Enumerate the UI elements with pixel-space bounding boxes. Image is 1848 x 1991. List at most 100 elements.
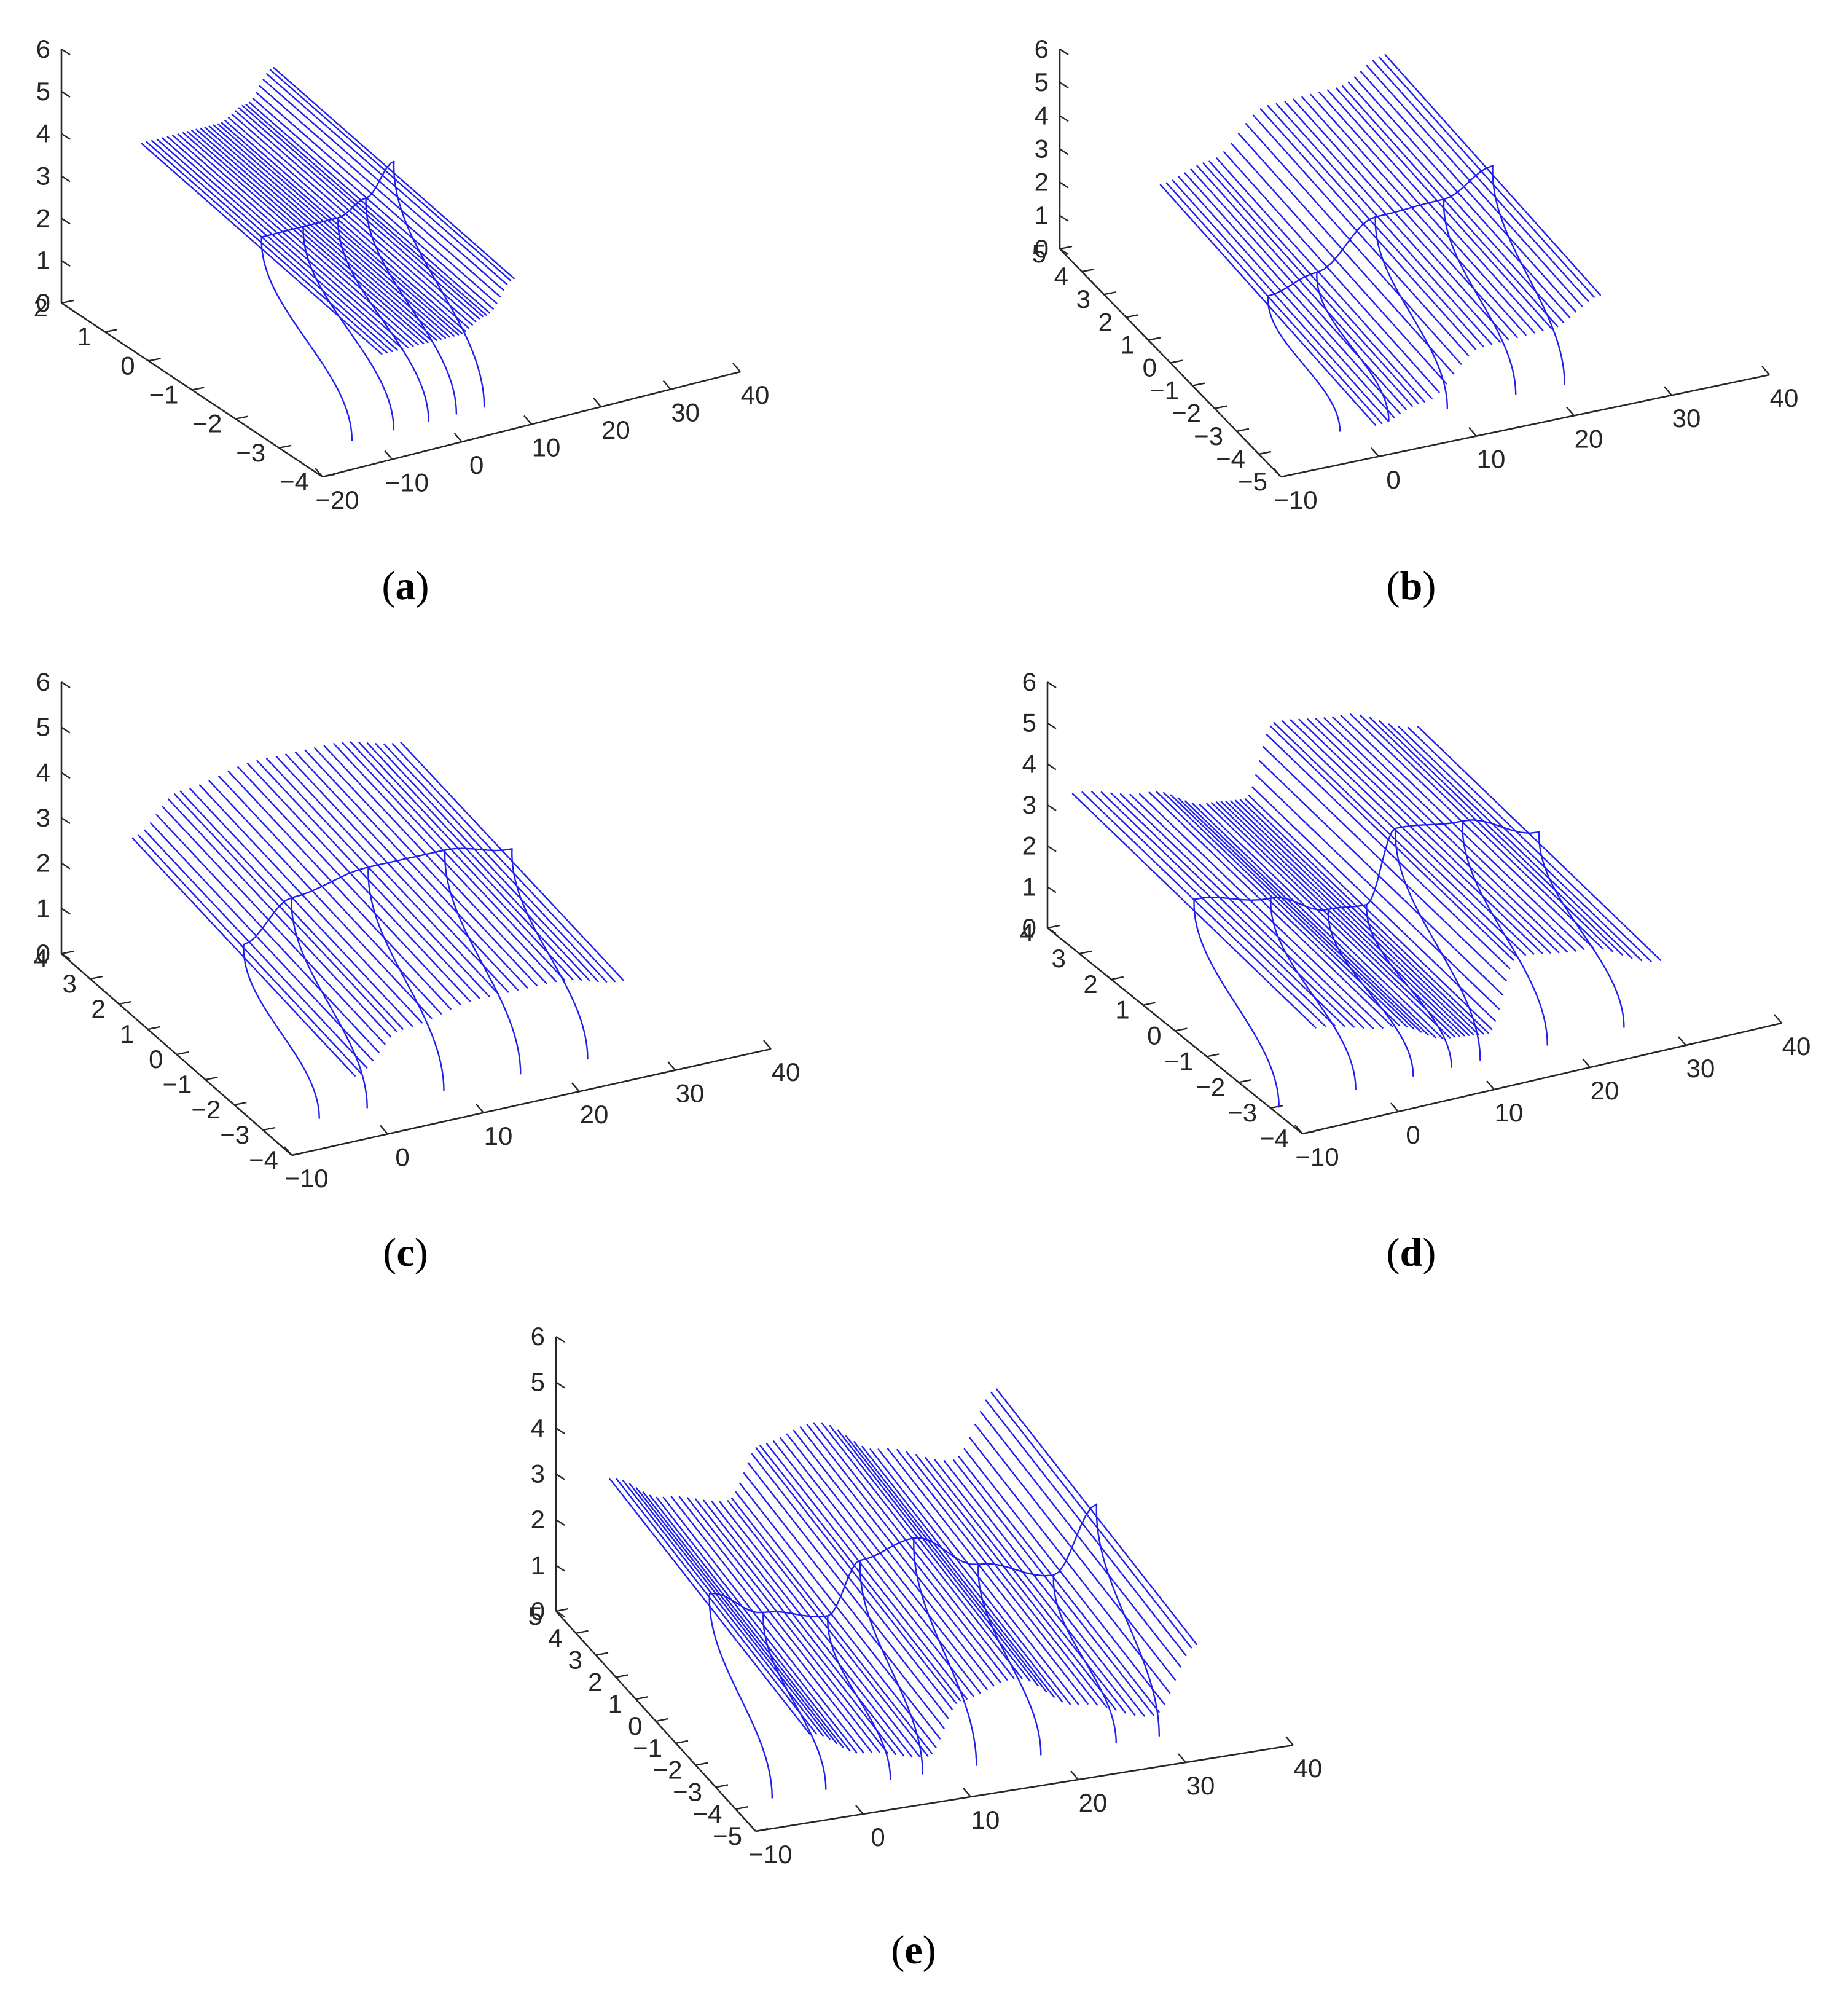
strut-line [1248,795,1493,1031]
z-tick-label: 6 [36,667,50,696]
x-tick [1273,468,1282,477]
y-tick [1258,450,1272,455]
y-tick [1214,405,1227,409]
x-tick [1486,1080,1495,1090]
z-tick-label: 2 [36,849,50,878]
x-tick [963,1788,971,1797]
x-tick-label: 10 [1477,445,1506,474]
strut-line [151,139,393,352]
z-tick-label: 1 [36,893,50,922]
strut-line [1184,800,1429,1036]
x-tick-label: 10 [1495,1098,1524,1127]
strut-line [1252,114,1470,356]
z-tick [61,862,71,870]
strut-line [1378,720,1623,956]
z-tick-label: 6 [36,34,50,63]
x-tick-label: 30 [1186,1771,1215,1800]
y-tick-label: 2 [34,293,48,322]
z-tick [555,1473,565,1480]
y-tick [656,1718,668,1722]
strut-line [1172,179,1389,422]
strut-line [259,85,501,297]
z-tick [1047,845,1057,852]
strut-line [1100,791,1345,1027]
z-tick-label: 1 [531,1551,545,1580]
y-tick [119,1000,131,1005]
strut-line [1331,716,1576,952]
y-tick-label: 3 [568,1646,582,1675]
y-tick-label: 1 [608,1689,622,1718]
leg-line [1316,272,1390,422]
x-tick [1678,1036,1686,1046]
y-tick-label: −1 [149,380,179,409]
strut-line [731,1497,933,1754]
subplot-caption: (c) [383,1230,428,1275]
y-tick [595,1652,609,1656]
strut-line [221,122,463,334]
y-tick [205,1076,218,1081]
leg-line [1443,198,1517,395]
strut-line [906,1451,1108,1708]
strut-line [350,741,574,981]
strut-line [262,79,504,291]
strut-line [235,110,477,323]
y-tick [1126,314,1139,318]
y-tick [234,1101,247,1106]
z-tick [61,952,71,960]
leg-line [859,1560,923,1775]
strut-line [323,745,547,984]
strut-line [765,1443,968,1700]
y-tick-label: 3 [1052,944,1066,973]
strut-line [974,1424,1177,1681]
y-tick [1280,473,1294,478]
z-tick [1047,804,1057,812]
leg-line [913,1537,977,1766]
y-tick [635,1696,649,1700]
y-tick-label: −3 [236,438,265,467]
y-tick [555,1608,569,1612]
strut-line [755,1447,957,1704]
strut-line [806,1424,1008,1681]
y-tick-label: 4 [548,1624,562,1652]
z-tick [61,175,71,183]
z-tick-label: 1 [36,246,50,275]
strut-line [266,758,490,997]
y-tick [291,1152,305,1157]
x-tick [763,1040,772,1050]
leg-line [1193,898,1280,1108]
y-tick-label: 3 [1076,285,1090,313]
y-tick-label: 0 [149,1045,163,1074]
y-tick [1081,268,1095,273]
strut-line [198,784,423,1024]
y-tick-label: −1 [633,1734,662,1762]
strut-line [1293,98,1509,341]
z-tick-label: 0 [1035,234,1049,263]
strut-line [963,1448,1165,1705]
x-tick-label: 30 [1672,404,1701,433]
y-tick [322,473,335,478]
x-tick-label: 0 [1406,1120,1420,1149]
strut-line [149,822,374,1062]
strut-line [1369,717,1614,952]
strut-line [670,1496,872,1753]
y-tick [1111,976,1124,980]
y-tick-label: −4 [249,1145,278,1174]
z-tick-label: 6 [531,1322,545,1351]
x-tick [1285,1736,1294,1746]
y-tick-label: 4 [34,944,48,973]
strut-line [1210,802,1455,1038]
strut-line [686,1497,888,1754]
leg-line [827,1615,891,1780]
strut-line [341,741,566,981]
strut-line [979,1410,1181,1668]
strut-line [1245,123,1462,365]
y-tick [235,415,248,420]
strut-line [241,104,484,317]
z-tick [1047,886,1057,893]
z-tick [61,726,71,734]
leg-line [367,866,445,1092]
y-tick-label: −4 [280,467,309,496]
strut-line [925,1456,1127,1714]
x-tick [380,1125,388,1135]
